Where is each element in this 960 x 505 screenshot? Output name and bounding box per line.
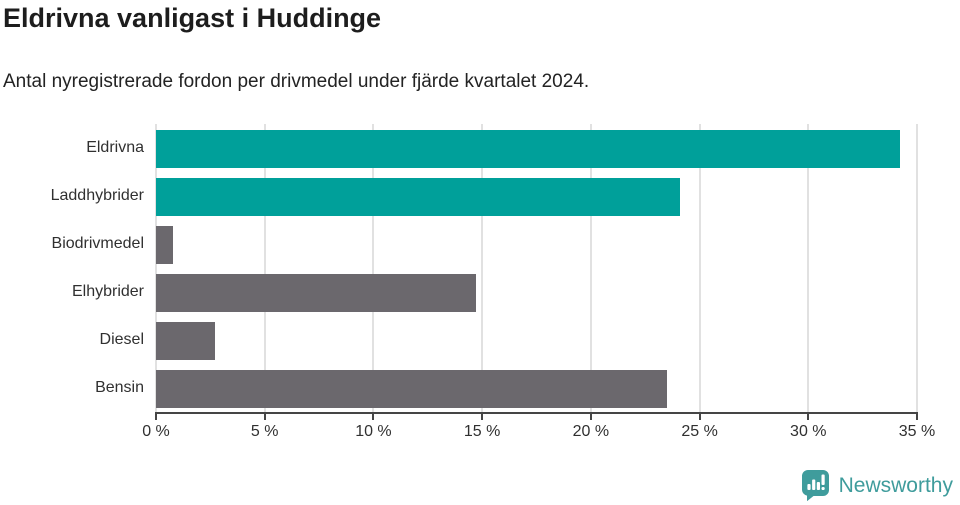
category-label: Elhybrider [71,283,144,300]
bar-laddhybrider [156,178,680,216]
category-label: Laddhybrider [50,187,144,204]
category-label: Bensin [95,379,144,396]
chart-title: Eldrivna vanligast i Huddinge [3,3,382,33]
gridline [916,124,918,412]
bar-biodrivmedel [156,226,174,264]
bar-diesel [156,322,215,360]
newsworthy-logo-text: Newsworthy [838,474,953,497]
gridline [263,124,266,412]
x-tick-label: 20 % [572,423,610,440]
gridline [481,124,484,412]
gridline [698,124,701,412]
x-tick-label: 10 % [355,423,392,440]
category-label: Biodrivmedel [51,235,144,252]
x-tick-label: 35 % [898,423,936,440]
newsworthy-logo-icon [801,470,829,501]
category-label: Eldrivna [86,139,144,156]
x-tick-label: 0 % [142,423,170,440]
gridline [372,124,375,412]
bar-eldrivna [156,130,900,168]
bar-bensin [156,370,667,408]
x-axis-tick [372,414,375,420]
x-axis-tick [807,414,810,420]
x-axis-line [155,412,918,414]
x-tick-label: 25 % [681,423,718,440]
newsworthy-logo: Newsworthy [801,470,953,501]
x-axis-tick [916,414,918,420]
x-tick-label: 15 % [463,423,501,440]
x-tick-label: 30 % [790,423,827,440]
gridline [589,124,592,412]
chart-subtitle: Antal nyregistrerade fordon per drivmede… [3,71,590,92]
x-axis-tick [698,414,701,420]
x-axis-tick [263,414,266,420]
x-axis-tick [155,414,157,420]
category-label: Diesel [99,331,144,348]
x-axis-tick [589,414,592,420]
plot-area [155,124,918,412]
gridline [807,124,810,412]
x-axis-tick [481,414,484,420]
bar-elhybrider [156,274,476,312]
x-tick-label: 5 % [250,423,279,440]
gridline [155,124,157,412]
